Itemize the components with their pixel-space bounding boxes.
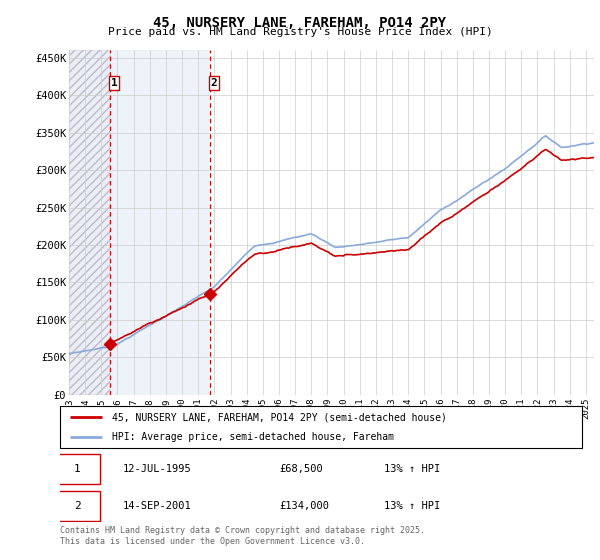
Text: 12-JUL-1995: 12-JUL-1995 — [122, 464, 191, 474]
Text: 45, NURSERY LANE, FAREHAM, PO14 2PY (semi-detached house): 45, NURSERY LANE, FAREHAM, PO14 2PY (sem… — [112, 412, 447, 422]
Bar — [69, 50, 110, 395]
FancyBboxPatch shape — [55, 454, 100, 484]
Text: HPI: Average price, semi-detached house, Fareham: HPI: Average price, semi-detached house,… — [112, 432, 394, 442]
FancyBboxPatch shape — [55, 491, 100, 521]
Bar — [69, 50, 110, 395]
Text: 14-SEP-2001: 14-SEP-2001 — [122, 501, 191, 511]
Text: 1: 1 — [74, 464, 80, 474]
Text: 1: 1 — [110, 78, 117, 88]
Text: £134,000: £134,000 — [279, 501, 329, 511]
Text: Price paid vs. HM Land Registry's House Price Index (HPI): Price paid vs. HM Land Registry's House … — [107, 27, 493, 37]
Text: 2: 2 — [74, 501, 80, 511]
Text: Contains HM Land Registry data © Crown copyright and database right 2025.
This d: Contains HM Land Registry data © Crown c… — [60, 526, 425, 546]
Bar — [110, 50, 209, 395]
Text: 2: 2 — [211, 78, 217, 88]
Text: £68,500: £68,500 — [279, 464, 323, 474]
Text: 13% ↑ HPI: 13% ↑ HPI — [383, 501, 440, 511]
Text: 13% ↑ HPI: 13% ↑ HPI — [383, 464, 440, 474]
Text: 45, NURSERY LANE, FAREHAM, PO14 2PY: 45, NURSERY LANE, FAREHAM, PO14 2PY — [154, 16, 446, 30]
